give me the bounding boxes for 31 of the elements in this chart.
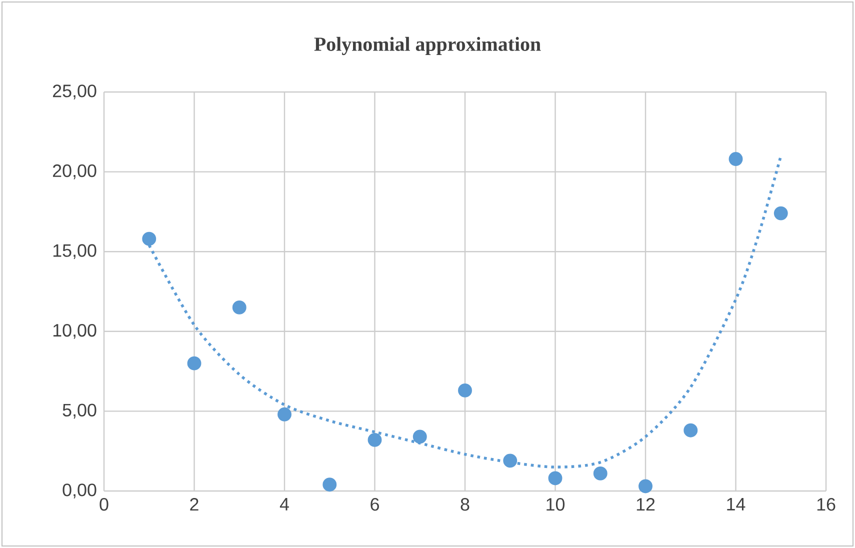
point xyxy=(368,432,382,447)
chart-title: Polynomial approximation xyxy=(314,36,541,56)
point xyxy=(412,430,427,444)
y-tick-label: 5,00 xyxy=(62,404,96,419)
point xyxy=(187,356,202,370)
x-tick-label: 6 xyxy=(370,498,379,511)
point xyxy=(278,407,292,422)
point xyxy=(593,466,608,480)
x-tick-label: 16 xyxy=(817,498,836,511)
point xyxy=(548,471,562,486)
y-tick-label: 20,00 xyxy=(52,164,96,180)
point xyxy=(232,300,246,314)
y-tick-label: 25,00 xyxy=(52,84,96,100)
x-tick-label: 10 xyxy=(546,498,565,511)
point xyxy=(774,206,788,220)
x-tick-label: 0 xyxy=(100,498,108,511)
x-tick-label: 4 xyxy=(280,498,289,510)
y-tick-label: 10,00 xyxy=(53,324,96,339)
point xyxy=(638,479,652,494)
point xyxy=(728,152,743,166)
x-tick-label: 14 xyxy=(727,498,746,510)
point xyxy=(142,232,156,246)
point xyxy=(458,383,472,398)
x-tick-label: 8 xyxy=(460,498,470,511)
point xyxy=(322,478,337,492)
y-tick-label: 15,00 xyxy=(53,244,96,259)
x-tick-label: 2 xyxy=(190,498,198,511)
y-tick-label: 0,00 xyxy=(62,484,96,498)
point xyxy=(503,454,518,468)
point xyxy=(684,423,698,438)
x-tick-label: 12 xyxy=(636,498,655,511)
